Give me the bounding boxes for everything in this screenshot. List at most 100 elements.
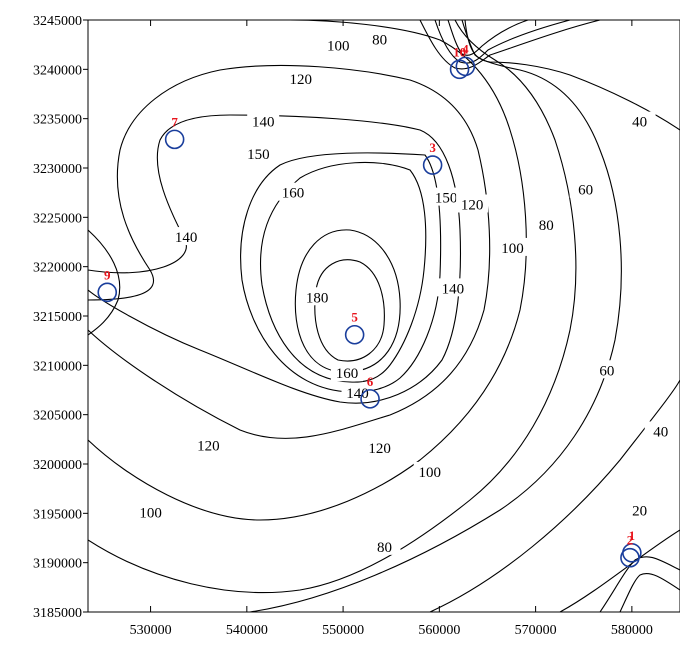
contour-line-north-c bbox=[447, 20, 529, 56]
contour-label: 180 bbox=[306, 290, 329, 306]
contour-label: 120 bbox=[197, 438, 220, 454]
well-label: 3 bbox=[429, 140, 436, 155]
y-tick-label: 3205000 bbox=[33, 409, 82, 424]
contour-label: 60 bbox=[578, 183, 593, 199]
contour-label: 100 bbox=[327, 39, 350, 55]
contour-label-background bbox=[569, 179, 602, 198]
contour-label-background bbox=[247, 111, 280, 130]
x-tick-label: 570000 bbox=[515, 623, 557, 638]
well-marker bbox=[344, 324, 365, 345]
contour-line-north-a bbox=[419, 20, 601, 70]
well-marker bbox=[360, 389, 380, 409]
contour-line-150 bbox=[240, 152, 442, 393]
y-axis-ticks: 3185000 3190000 3195000 3200000 3205000 32100… bbox=[33, 14, 88, 621]
contour-label-background bbox=[284, 69, 317, 88]
contour-label-background bbox=[413, 461, 446, 480]
contour-label: 140 bbox=[346, 386, 369, 402]
contour-line-north-b bbox=[434, 20, 571, 64]
contour-label: 150 bbox=[247, 147, 270, 163]
contour-label-background bbox=[496, 237, 529, 256]
x-tick-label: 560000 bbox=[418, 623, 460, 638]
contour-label: 120 bbox=[289, 72, 312, 88]
well-label: 10 bbox=[453, 44, 466, 59]
contour-line-40-upper bbox=[464, 20, 680, 131]
well-label: 6 bbox=[367, 374, 374, 389]
contour-line-120 bbox=[88, 64, 491, 439]
contour-label: 40 bbox=[653, 424, 668, 440]
contour-line-southeast-a bbox=[599, 556, 680, 612]
contour-label: 100 bbox=[139, 505, 162, 521]
y-tick-label: 3200000 bbox=[33, 458, 82, 473]
y-tick-label: 3185000 bbox=[33, 606, 82, 621]
well-label: 9 bbox=[104, 267, 111, 282]
contour-label: 160 bbox=[282, 186, 305, 202]
x-tick-label: 540000 bbox=[226, 623, 268, 638]
contour-label: 40 bbox=[632, 115, 647, 131]
well-label: 2 bbox=[627, 533, 634, 548]
x-tick-label: 580000 bbox=[611, 623, 653, 638]
contour-label: 120 bbox=[461, 198, 484, 214]
contour-label-background bbox=[590, 360, 623, 379]
contour-label-background bbox=[134, 502, 167, 521]
y-tick-label: 3215000 bbox=[33, 310, 82, 325]
contour-label-background bbox=[330, 363, 363, 382]
y-tick-label: 3235000 bbox=[33, 113, 82, 128]
well-label: 4 bbox=[462, 41, 469, 56]
y-tick-label: 3190000 bbox=[33, 557, 82, 572]
contour-line-40 bbox=[429, 379, 680, 612]
contour-label-background bbox=[456, 194, 489, 213]
contour-label-background bbox=[301, 287, 334, 306]
well-marker bbox=[97, 282, 118, 303]
contour-line-160-inner bbox=[294, 229, 401, 373]
contour-label: 80 bbox=[377, 540, 392, 556]
contour-label-background bbox=[242, 144, 275, 163]
well-marker bbox=[164, 129, 185, 150]
contour-lines bbox=[88, 20, 680, 612]
contour-label: 150 bbox=[435, 191, 458, 207]
well-markers: 12 3 4 5 6 7 9 10 bbox=[97, 41, 642, 568]
contour-line-160 bbox=[259, 161, 427, 383]
contour-line-20 bbox=[559, 529, 680, 612]
well-label: 1 bbox=[629, 528, 636, 543]
contour-label-background bbox=[430, 187, 463, 206]
contour-label-background bbox=[341, 382, 374, 401]
contour-label: 80 bbox=[372, 33, 387, 49]
contour-label: 60 bbox=[599, 363, 614, 379]
contour-line-southeast-b bbox=[619, 572, 680, 612]
y-tick-label: 3220000 bbox=[33, 261, 82, 276]
x-tick-label: 530000 bbox=[130, 623, 172, 638]
contour-label: 20 bbox=[632, 503, 647, 519]
contour-line-left-edge bbox=[88, 229, 121, 336]
contour-line-180 bbox=[314, 259, 385, 362]
contour-label-background bbox=[530, 215, 563, 234]
y-tick-label: 3210000 bbox=[33, 359, 82, 374]
contour-label-background bbox=[170, 227, 203, 246]
well-marker bbox=[422, 155, 443, 175]
y-tick-label: 3195000 bbox=[33, 507, 82, 522]
contour-line-140 bbox=[88, 114, 462, 404]
contour-label-background bbox=[623, 111, 656, 130]
contour-label-background bbox=[644, 421, 677, 440]
contour-label: 140 bbox=[175, 230, 198, 246]
x-tick-label: 550000 bbox=[322, 623, 364, 638]
contour-label-background bbox=[363, 29, 396, 48]
contour-label-background bbox=[436, 278, 469, 297]
contour-label-background bbox=[277, 182, 310, 201]
contour-line-60 bbox=[249, 20, 622, 612]
well-label: 7 bbox=[171, 114, 178, 129]
contour-label: 140 bbox=[252, 115, 275, 131]
x-axis-ticks: 530000 540000 550000 560000 570000 580000 bbox=[130, 20, 653, 638]
contour-line-80 bbox=[88, 20, 577, 594]
contour-label-background bbox=[322, 35, 355, 54]
contour-label: 80 bbox=[539, 218, 554, 234]
y-tick-label: 3225000 bbox=[33, 211, 82, 226]
contour-line-100 bbox=[88, 20, 527, 521]
y-tick-label: 3245000 bbox=[33, 14, 82, 29]
well-marker bbox=[449, 59, 470, 80]
contour-label: 120 bbox=[368, 441, 391, 457]
y-tick-label: 3230000 bbox=[33, 162, 82, 177]
contour-label-background bbox=[363, 438, 396, 457]
